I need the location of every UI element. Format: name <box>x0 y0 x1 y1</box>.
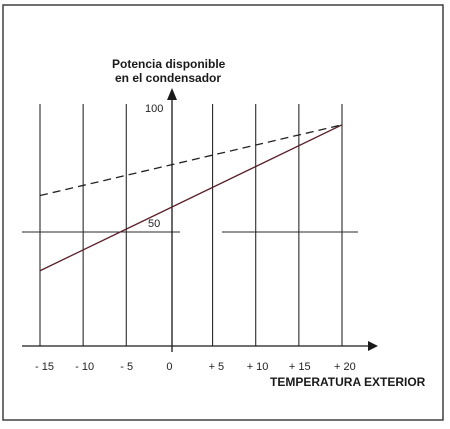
x-tick-label: - 5 <box>120 361 133 373</box>
x-axis-title: TEMPERATURA EXTERIOR <box>270 375 426 389</box>
chart-title-line-2: en el condensador <box>115 71 221 85</box>
series-line-solid <box>39 124 343 272</box>
x-tick-label: + 15 <box>289 361 311 373</box>
x-tick-label: - 10 <box>75 361 94 373</box>
series-line-dashed <box>39 124 343 197</box>
x-axis-arrow <box>368 341 378 351</box>
x-tick-label: + 5 <box>209 361 225 373</box>
x-tick-label: 0 <box>166 361 172 373</box>
y-axis-arrow <box>167 88 177 100</box>
x-tick-label: + 10 <box>247 361 269 373</box>
y-tick-label: 50 <box>148 218 160 230</box>
chart-title-line-1: Potencia disponible <box>112 57 226 71</box>
vertical-grid <box>39 104 343 346</box>
x-tick-label: + 20 <box>334 361 356 373</box>
series-group <box>39 124 343 272</box>
x-tick-labels: - 15 - 10 - 5 0 + 5 + 10 + 15 + 20 <box>35 361 356 373</box>
y-tick-label: 100 <box>145 103 163 115</box>
figure-border <box>2 4 444 421</box>
x-tick-label: - 15 <box>35 361 54 373</box>
